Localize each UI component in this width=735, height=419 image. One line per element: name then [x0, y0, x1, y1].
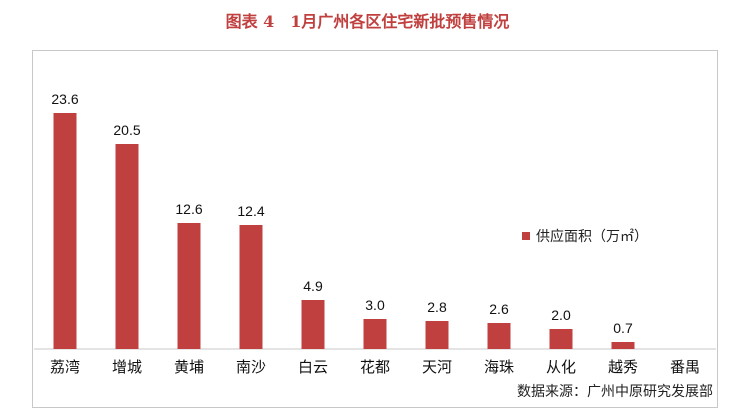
bars-group: 23.6 荔湾 20.5 增城 12.6 黄埔 12.4 南沙 4.9 白云 3.0 花都 2.8 天河 2… — [50, 91, 700, 376]
bar-5 — [301, 300, 325, 349]
bar-8 — [487, 323, 511, 349]
bar-4 — [239, 225, 263, 349]
category-label: 番禺 — [670, 358, 700, 376]
category-label: 越秀 — [608, 358, 638, 376]
category-label: 荔湾 — [50, 358, 80, 376]
bar-value-label: 4.9 — [303, 278, 323, 294]
chart-frame — [32, 50, 718, 408]
bar-value-label: 2.0 — [551, 307, 571, 323]
bar-value-label: 20.5 — [113, 122, 140, 138]
bar-2 — [115, 144, 139, 349]
bar-value-label: 0.7 — [613, 320, 633, 336]
category-label: 白云 — [298, 358, 328, 376]
bar-1 — [53, 113, 77, 349]
bar-value-label: 2.6 — [489, 301, 509, 317]
bar-9 — [549, 329, 573, 349]
bar-value-label: 2.8 — [427, 299, 447, 315]
category-label: 海珠 — [484, 358, 514, 376]
category-label: 黄埔 — [174, 358, 204, 376]
category-label: 天河 — [422, 358, 452, 376]
category-label: 南沙 — [236, 358, 266, 376]
legend-swatch — [522, 232, 530, 240]
bar-3 — [177, 223, 201, 349]
category-label: 花都 — [360, 358, 390, 376]
legend-label: 供应面积（万㎡） — [536, 228, 648, 245]
bar-7 — [425, 321, 449, 349]
bar-value-label: 3.0 — [365, 297, 385, 313]
bar-6 — [363, 319, 387, 349]
chart-title: 图表 4 1月广州各区住宅新批预售情况 — [225, 12, 510, 31]
bar-10 — [611, 342, 635, 349]
source-note: 数据来源：广州中原研究发展部 — [517, 384, 713, 400]
bar-value-label: 12.4 — [237, 203, 264, 219]
category-label: 从化 — [546, 358, 576, 376]
bar-value-label: 23.6 — [51, 91, 78, 107]
legend: 供应面积（万㎡） — [522, 228, 648, 245]
category-label: 增城 — [112, 358, 142, 376]
bar-value-label: 12.6 — [175, 201, 202, 217]
